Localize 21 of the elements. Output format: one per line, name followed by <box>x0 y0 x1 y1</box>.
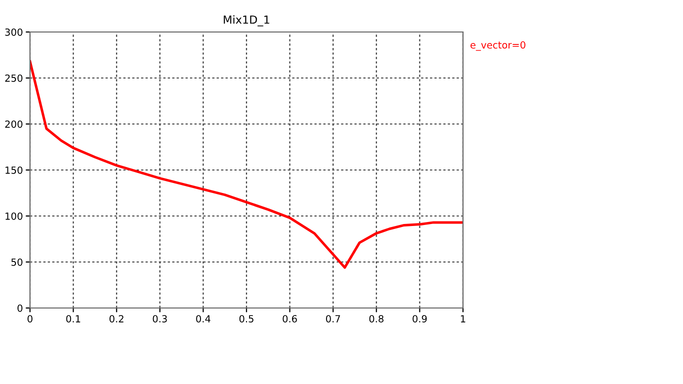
y-tick-label: 200 <box>5 120 22 128</box>
y-tick-label: 0 <box>18 304 22 312</box>
x-tick-label: 1 <box>460 315 466 322</box>
y-tick-label: 50 <box>11 258 22 266</box>
x-tick-label: 0.6 <box>282 315 297 322</box>
x-tick-label: 0.2 <box>110 315 124 322</box>
x-tick-label: 0.7 <box>326 315 340 322</box>
y-tick-label: 150 <box>6 166 22 174</box>
text: e_vector=0 <box>470 41 526 51</box>
x-tick-label: 0.5 <box>239 315 254 322</box>
x-tick-label: 0.8 <box>369 315 384 322</box>
x-tick-label: 0 <box>28 315 32 322</box>
y-tick-label: 100 <box>6 212 22 220</box>
x-tick-label: 0.3 <box>152 315 167 322</box>
line-series <box>30 60 463 269</box>
chart-title: Mix1D_1 <box>224 15 270 26</box>
x-tick-label: 0.4 <box>196 315 210 322</box>
y-tick-label: 300 <box>5 28 22 36</box>
y-tick-label: 250 <box>5 74 22 82</box>
x-tick-label: 0.9 <box>412 315 427 322</box>
x-tick-label: 0.1 <box>66 315 80 322</box>
